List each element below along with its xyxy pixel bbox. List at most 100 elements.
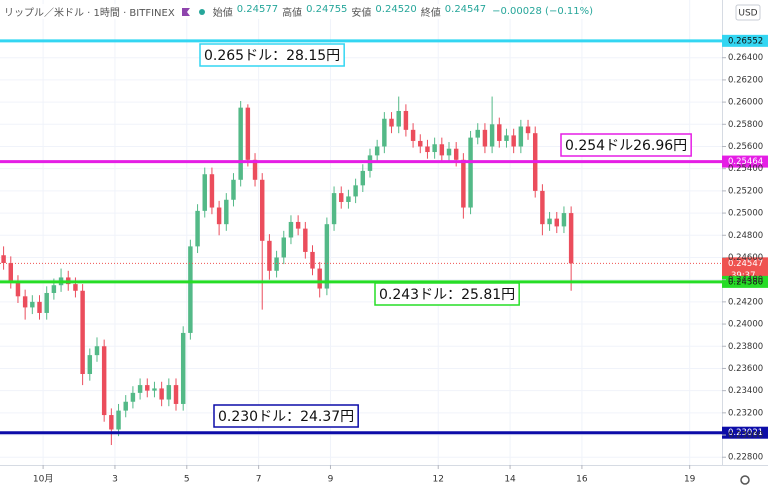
candle-body	[360, 170, 366, 186]
level-label: 0.23021	[728, 428, 763, 438]
candle-body	[238, 107, 243, 180]
status-dot	[198, 8, 205, 15]
candle-body	[303, 228, 308, 252]
y-tick-label: 0.25200	[728, 186, 763, 196]
candle-body	[382, 118, 387, 147]
change: −0.00028 (−0.11%)	[492, 6, 593, 17]
candle-body	[180, 332, 186, 404]
y-tick-label: 0.24600	[728, 253, 763, 263]
candle-body	[8, 263, 14, 282]
candle-body	[295, 221, 301, 229]
candle-body	[101, 346, 107, 416]
ohlc-value: 0.24547	[444, 4, 487, 15]
y-tick-label: 0.24000	[728, 320, 763, 330]
candle-body	[547, 218, 552, 225]
candle-body	[259, 179, 265, 241]
candle-body	[231, 179, 236, 200]
candle-body	[145, 385, 150, 391]
candle-body	[339, 193, 344, 202]
x-tick-label: 7	[256, 475, 262, 485]
candle-body	[439, 144, 445, 156]
annotation-box	[560, 133, 692, 157]
candle-body	[159, 388, 164, 400]
y-tick-label: 0.26000	[728, 98, 763, 108]
candle-body	[130, 392, 136, 402]
level-label: 0.24380	[728, 277, 763, 287]
y-tick-label: 0.23400	[728, 386, 763, 396]
y-tick-label: 0.25600	[728, 142, 763, 152]
level-tag	[722, 34, 768, 47]
candle-body	[51, 285, 57, 293]
annotation: 0.230ドル：24.37円	[218, 409, 354, 425]
ohlc-label: 安値	[351, 8, 372, 19]
candle-body	[152, 388, 157, 391]
candle-body	[568, 213, 574, 264]
x-tick-label: 5	[184, 475, 190, 485]
y-tick-label: 0.23000	[728, 431, 763, 441]
candle-body	[432, 144, 437, 153]
candle-body	[446, 148, 452, 156]
candle-body	[425, 146, 430, 153]
candle-body	[252, 159, 258, 180]
candle-body	[396, 110, 401, 127]
header: リップル／米ドル · 1時間 · BITFINEX 始値 0.24577 高値 0.2…	[4, 4, 593, 19]
candle-body	[475, 129, 480, 138]
candle-body	[116, 410, 121, 430]
candle-body	[274, 257, 279, 271]
annotation: 0.265ドル：28.15円	[204, 48, 340, 64]
candle-body	[317, 268, 322, 289]
candle-body	[73, 284, 78, 291]
x-tick-label: 10月	[33, 474, 53, 485]
ohlc-label: 始値	[212, 8, 233, 19]
ohlc-value: 0.24520	[375, 4, 417, 15]
candle-body	[94, 346, 100, 356]
y-tick-label: 0.24800	[728, 231, 763, 241]
level-label: 0.26552	[728, 36, 763, 46]
ohlc-label: 高値	[282, 8, 303, 19]
candle-body	[123, 401, 128, 411]
annotation: 0.254ドル26.96円	[565, 138, 687, 154]
y-tick-label: 0.24400	[728, 275, 763, 285]
candle-body	[418, 140, 423, 147]
candle-body	[511, 135, 516, 147]
candle-body	[453, 148, 459, 160]
levels: 0.24547 39:37 0.26552 0.265ドル：28.15円 0.25464…	[0, 34, 768, 439]
y-tick-label: 0.26400	[728, 53, 763, 63]
x-tick-label: 12	[433, 475, 444, 485]
candle-body	[224, 199, 229, 225]
gear[interactable]	[740, 475, 750, 485]
status-icon	[198, 8, 205, 15]
annotation-box	[199, 43, 345, 67]
level-tag	[722, 155, 768, 168]
flag-icon[interactable]	[181, 7, 191, 17]
level-tag	[722, 426, 768, 439]
candle-body	[540, 190, 545, 225]
candle-body	[209, 174, 215, 208]
candle-body	[367, 155, 373, 171]
candle-body	[267, 240, 272, 271]
grid	[0, 0, 722, 465]
candle-body	[353, 185, 358, 197]
candle-body	[1, 255, 6, 264]
annotation-box	[374, 282, 520, 306]
candle-body	[489, 124, 495, 147]
symbol: リップル／米ドル · 1時間 · BITFINEX	[4, 8, 175, 19]
currency-box[interactable]	[735, 4, 761, 21]
candle-body	[15, 281, 21, 297]
currency: USD	[738, 9, 757, 19]
candle-body	[30, 301, 35, 308]
candle-body	[37, 301, 42, 313]
axes: 0.22800 0.23000 0.23200 0.23400 0.23600 0.238…	[33, 53, 763, 484]
candle-body	[504, 135, 509, 141]
settings-icon[interactable]	[740, 475, 750, 485]
countdown: 39:37	[731, 271, 756, 281]
x-tick-label: 19	[684, 475, 696, 485]
candle-body	[346, 196, 351, 202]
candle-body	[461, 159, 466, 208]
candle-body	[188, 246, 193, 333]
candle-body	[44, 292, 49, 313]
candle-body	[202, 174, 207, 211]
